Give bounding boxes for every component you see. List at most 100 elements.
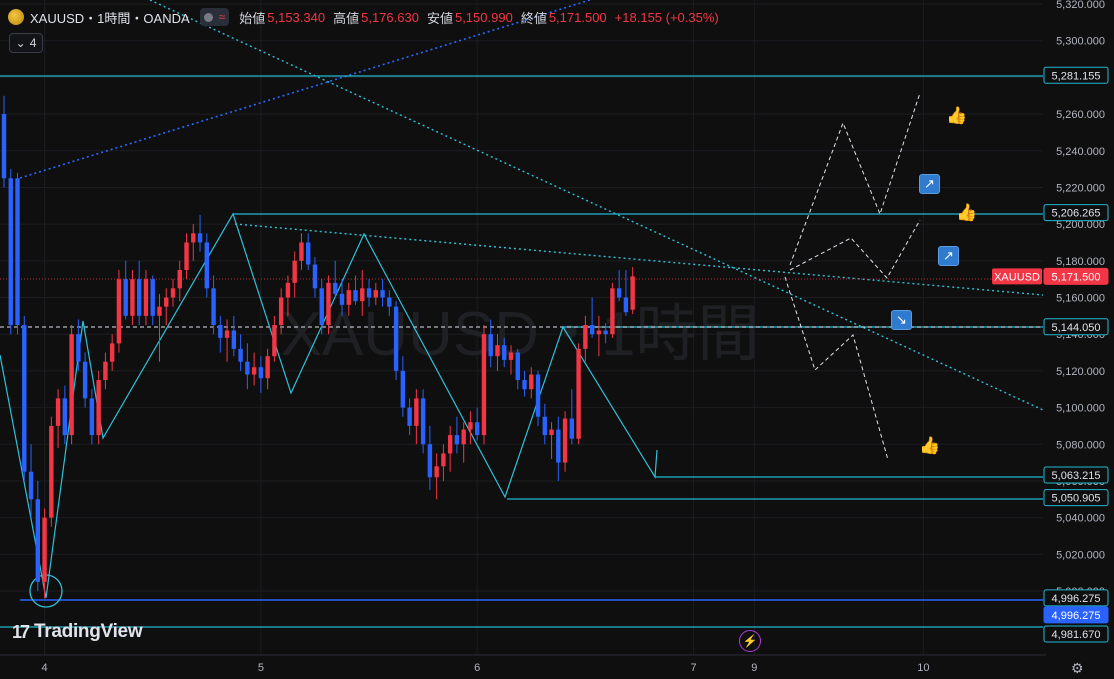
candle-body: [49, 425, 54, 518]
price-label-text: 4,981.670: [1052, 629, 1101, 641]
candle-body: [278, 297, 284, 326]
symbol-title[interactable]: XAUUSD・1時間・OANDA: [30, 10, 190, 26]
symbol-price-tag-text: XAUUSD: [994, 271, 1040, 283]
tradingview-logo[interactable]: 17 TradingView: [12, 621, 143, 643]
candle-body: [542, 416, 547, 436]
candle-body: [610, 288, 615, 335]
time-tick-label: 7: [690, 662, 696, 674]
time-tick-label: 6: [474, 662, 480, 674]
candle-body: [96, 380, 101, 436]
arrow-up-right-icon: ↗: [938, 246, 959, 266]
candle-body: [623, 297, 629, 313]
price-label-box: [1043, 489, 1109, 507]
price-tick-label: 5,160.000: [1056, 293, 1105, 305]
candle-body: [204, 242, 209, 289]
candle-body: [380, 290, 385, 298]
candle-body: [366, 288, 372, 298]
time-tick-label: 9: [751, 662, 757, 674]
candle-body: [170, 288, 176, 298]
indicators-toggle-button[interactable]: ⌄ 4: [9, 33, 43, 53]
candle-body: [8, 178, 13, 326]
price-label-text: 5,144.050: [1052, 322, 1101, 334]
price-tick-label: 5,260.000: [1056, 109, 1105, 121]
projection-lines: [784, 92, 921, 461]
candle-body: [488, 334, 493, 357]
candle-body: [312, 264, 318, 289]
candle-body: [28, 471, 34, 500]
change-value: +18.155 (+0.35%): [614, 9, 719, 25]
candle-body: [481, 334, 487, 436]
watermark: XAUUSD・1時間: [281, 300, 760, 369]
candle-body: [515, 352, 520, 381]
candle-body: [292, 260, 297, 283]
time-tick-label: 4: [41, 662, 47, 674]
candle-body: [22, 325, 27, 472]
candles: [1, 95, 635, 599]
candle-body: [69, 334, 74, 436]
candle-body: [393, 306, 399, 371]
lightning-icon[interactable]: ⚡: [739, 630, 761, 652]
candle-body: [569, 418, 575, 439]
candle-body: [475, 422, 480, 436]
candle-body: [231, 330, 237, 349]
candle-body: [387, 297, 392, 307]
candle-body: [616, 288, 622, 298]
candle-body: [299, 242, 304, 261]
low-label: 安値: [426, 10, 453, 26]
candle-body: [130, 279, 135, 316]
candle-body: [353, 290, 358, 302]
candle-body: [454, 435, 460, 445]
price-label-box: [1043, 625, 1109, 643]
annotation-lines: [0, 0, 1044, 628]
symbol-price-tag: [992, 268, 1042, 285]
low-value: 5,150.990: [454, 9, 513, 25]
arrow-down-right-icon: ↘: [891, 310, 912, 330]
price-label-box: [1043, 267, 1109, 285]
candle-body: [1, 114, 7, 179]
high-value: 5,176.630: [361, 9, 419, 25]
trend-line: [149, 0, 1044, 411]
time-tick-label: 10: [917, 662, 929, 674]
price-tick-label: 5,100.000: [1056, 403, 1105, 415]
price-label-text: 5,171.500: [1052, 271, 1101, 283]
price-label-text: 5,281.155: [1052, 70, 1101, 82]
candle-body: [116, 279, 122, 344]
candle-body: [224, 330, 230, 338]
candle-body: [596, 330, 602, 335]
candle-body: [339, 293, 345, 305]
time-axis[interactable]: 4 5 6 7 9 10: [0, 654, 1046, 679]
candle-body: [137, 279, 142, 316]
price-tick-label: 5,180.000: [1056, 256, 1105, 268]
candle-body: [427, 444, 433, 478]
brand-name: TradingView: [34, 621, 143, 642]
candle-body: [55, 398, 61, 426]
candle-body: [333, 282, 338, 294]
candle-body: [508, 352, 514, 360]
symbol-status-pill[interactable]: ≈: [199, 8, 230, 26]
candle-body: [35, 499, 40, 582]
price-tick-label: 5,120.000: [1056, 366, 1105, 378]
price-tick-label: 5,200.000: [1056, 219, 1105, 231]
candle-body: [251, 367, 257, 375]
price-label-box: [1043, 466, 1109, 484]
candle-body: [420, 398, 426, 445]
candle-body: [143, 279, 149, 316]
candle-body: [109, 343, 115, 362]
gear-icon[interactable]: ⚙: [1071, 660, 1084, 676]
price-tick-label: 5,040.000: [1056, 513, 1105, 525]
market-status-icon: [203, 12, 213, 22]
projection-path: [789, 92, 921, 266]
price-axis[interactable]: 5,320.0005,300.0005,280.0005,260.0005,24…: [992, 0, 1114, 655]
price-label-text: 5,063.215: [1052, 470, 1101, 482]
candle-body: [400, 370, 406, 408]
candle-body: [285, 282, 291, 298]
arrow-up-right-icon: ↗: [919, 174, 940, 194]
candle-body: [15, 178, 20, 326]
candle-body: [76, 334, 81, 362]
candle-body: [157, 306, 162, 316]
chevron-down-icon: ⌄: [15, 36, 26, 50]
legend-header: XAUUSD・1時間・OANDA ≈ 始値 5,153.340 高値 5,176.6…: [8, 6, 719, 28]
candle-body: [103, 361, 108, 381]
candle-body: [346, 290, 351, 305]
